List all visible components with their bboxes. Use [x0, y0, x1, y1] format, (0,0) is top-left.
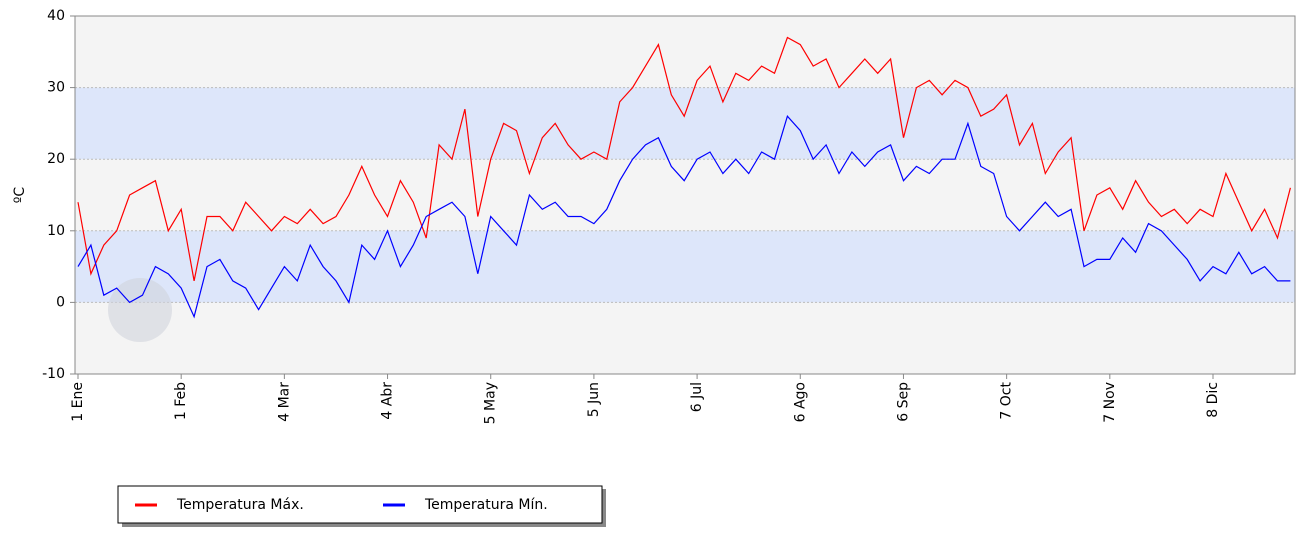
x-tick-label: 8 Dic: [1205, 382, 1221, 418]
y-tick-label: 40: [47, 8, 65, 24]
x-tick-label: 6 Sep: [895, 382, 911, 422]
x-tick-label: 1 Ene: [70, 382, 86, 422]
y-tick-label: 0: [56, 294, 65, 310]
x-tick-label: 4 Abr: [380, 382, 396, 420]
series-line: [77, 115, 1291, 319]
y-tick-label: 20: [47, 151, 65, 167]
x-tick-label: 5 May: [483, 382, 499, 424]
legend: [117, 485, 603, 524]
x-tick-label: 7 Oct: [999, 382, 1015, 420]
x-tick-label: 7 Nov: [1102, 382, 1118, 423]
band: [75, 230, 1295, 303]
series-line: [77, 36, 1291, 282]
plot-border: [74, 15, 1296, 375]
band: [75, 87, 1295, 160]
watermark-logo: [108, 278, 172, 342]
legend-label: Temperatura Máx.: [176, 497, 304, 513]
y-axis-label: ºC: [12, 187, 28, 204]
x-tick-label: 1 Feb: [173, 382, 189, 420]
x-tick-label: 5 Jun: [586, 382, 602, 417]
x-tick-label: 6 Jul: [689, 382, 705, 412]
legend-label: Temperatura Mín.: [424, 497, 548, 513]
y-tick-label: 10: [47, 223, 65, 239]
x-tick-label: 4 Mar: [276, 382, 292, 422]
y-tick-label: -10: [42, 366, 65, 382]
x-tick-label: 6 Ago: [792, 382, 808, 422]
plot-background: [75, 16, 1295, 374]
y-tick-label: 30: [47, 80, 65, 96]
